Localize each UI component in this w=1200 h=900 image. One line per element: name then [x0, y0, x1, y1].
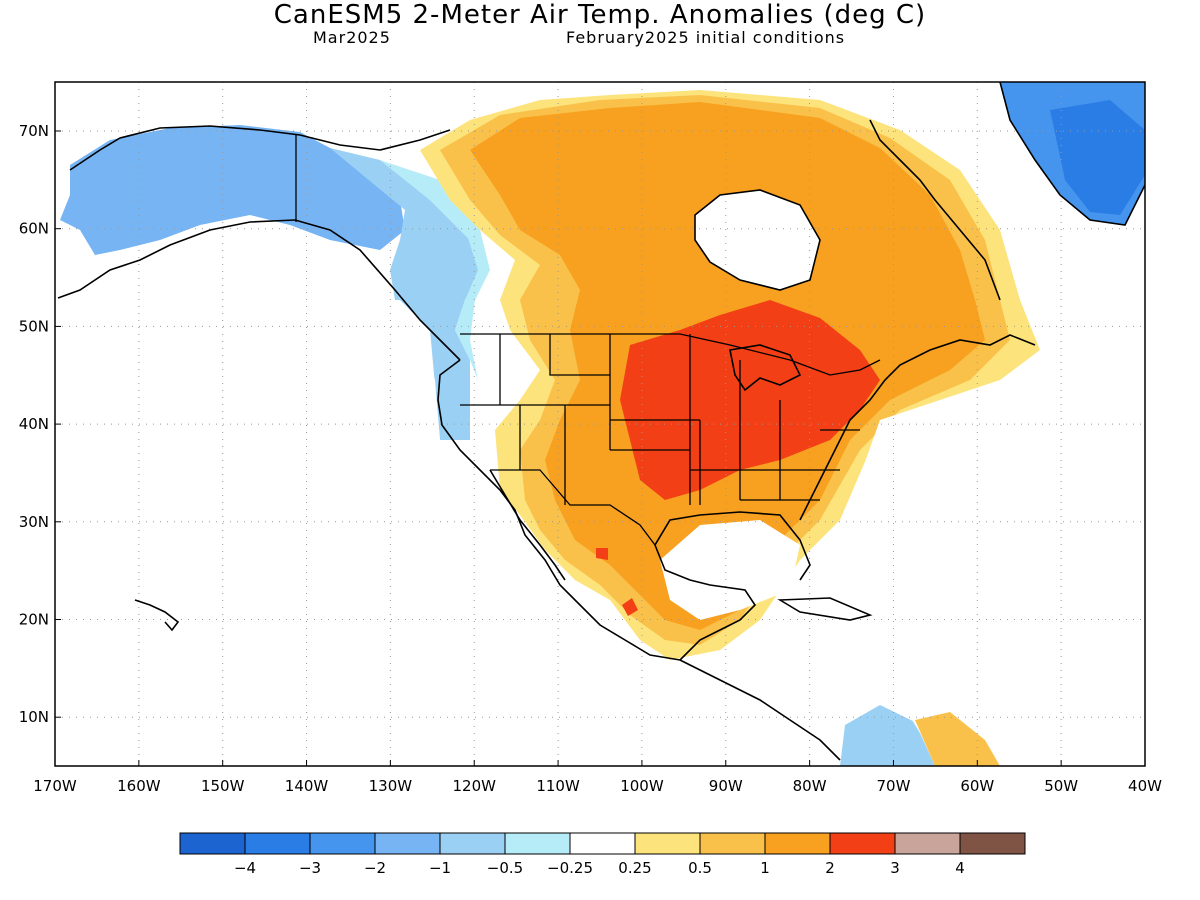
lat-label: 20N: [19, 611, 49, 629]
gulf-coastline: [654, 511, 811, 661]
colorbar-tick-label: 2: [825, 859, 835, 877]
lon-label: 90W: [709, 777, 743, 795]
cuba-coastline: [777, 597, 873, 621]
baja-coastline: [489, 469, 566, 581]
gulf-neutral: [660, 520, 800, 620]
lon-label: 160W: [117, 777, 161, 795]
lon-label: 70W: [877, 777, 911, 795]
colorbar-swatch: [179, 832, 246, 855]
alaska-lighter-region: [330, 148, 480, 440]
valid-month: Mar2025: [313, 28, 391, 47]
lon-label: 170W: [33, 777, 77, 795]
greenland-coldest-region: [1050, 100, 1145, 215]
political-borders: [295, 135, 881, 546]
greenland-coastline: [999, 82, 1145, 226]
anomaly-fill-layer: [55, 82, 1145, 766]
init-conditions: February2025 initial conditions: [566, 28, 846, 47]
colorbar-tick-labels: −4 −3 −2 −1 −0.5 −0.25 0.25 0.5 1 2 3 4: [234, 859, 965, 877]
lon-label: 50W: [1044, 777, 1078, 795]
colorbar-swatch: [309, 832, 376, 855]
colorbar-tick-label: 0.25: [618, 859, 651, 877]
mexico-red-spot: [622, 598, 638, 616]
central-america-warm: [915, 712, 1000, 766]
great-lakes-outline: [729, 344, 802, 392]
west-coast-palest-region: [380, 160, 490, 380]
colorbar-tick-label: −3: [299, 859, 321, 877]
colorbar-swatch: [374, 832, 441, 855]
lat-label: 10N: [19, 708, 49, 726]
colorbar-tick-label: −1: [429, 859, 451, 877]
colorbar-tick-label: 4: [955, 859, 965, 877]
hawaii-coastline: [134, 599, 180, 632]
colorbar-swatch: [569, 832, 636, 855]
atlantic-neutral: [830, 340, 1145, 766]
latitude-labels: 70N 60N 50N 40N 30N 20N 10N: [19, 122, 61, 726]
colorbar-swatch: [634, 832, 701, 855]
texas-red-spot: [596, 548, 608, 560]
lon-label: 110W: [536, 777, 580, 795]
colorbar-swatch: [699, 832, 766, 855]
hudson-bay-coastline: [694, 189, 821, 291]
colorbar-swatch: [959, 832, 1026, 855]
state-borders: [460, 334, 860, 505]
colorbar-tick-label: 3: [890, 859, 900, 877]
colorbar-tick-label: −2: [364, 859, 386, 877]
alaska-coastline: [57, 219, 461, 361]
colorbar-swatch: [439, 832, 506, 855]
colorbar-swatch: [764, 832, 831, 855]
lat-label: 60N: [19, 220, 49, 238]
colorbar-swatch: [504, 832, 571, 855]
caribbean-cold-region: [840, 705, 935, 766]
us-mexico-border: [490, 469, 656, 546]
pacific-neutral: [55, 300, 830, 766]
lat-label: 70N: [19, 122, 49, 140]
coastlines: [57, 82, 1145, 761]
page-title: CanESM5 2-Meter Air Temp. Anomalies (deg…: [273, 0, 927, 30]
lon-label: 150W: [201, 777, 245, 795]
alaska-cold-region: [60, 125, 405, 255]
west-us-coastline: [437, 359, 681, 661]
colorbar: [179, 832, 1026, 855]
colorbar-swatch: [894, 832, 961, 855]
lon-label: 80W: [793, 777, 827, 795]
colorbar-tick-label: −0.5: [487, 859, 523, 877]
lon-label: 100W: [620, 777, 664, 795]
colorbar-tick-label: −0.25: [547, 859, 593, 877]
lon-label: 120W: [452, 777, 496, 795]
us-canada-border: [460, 333, 881, 376]
lat-label: 50N: [19, 317, 49, 335]
east-us-coastline: [799, 334, 1036, 521]
longitude-labels: 170W 160W 150W 140W 130W 120W 110W 100W 90W 80W 70…: [33, 760, 1162, 795]
lat-label: 40N: [19, 415, 49, 433]
alaska-north-coastline: [69, 125, 451, 171]
central-america-coastline: [679, 659, 841, 761]
colorbar-tick-label: −4: [234, 859, 256, 877]
colorbar-tick-label: 1: [760, 859, 770, 877]
labrador-coastline: [869, 119, 1001, 301]
colorbar-swatch: [244, 832, 311, 855]
colorbar-swatch: [829, 832, 896, 855]
lon-label: 130W: [369, 777, 413, 795]
colorbar-tick-label: 0.5: [688, 859, 712, 877]
lon-label: 60W: [960, 777, 994, 795]
lon-label: 140W: [285, 777, 329, 795]
lat-label: 30N: [19, 513, 49, 531]
lon-label: 40W: [1128, 777, 1162, 795]
